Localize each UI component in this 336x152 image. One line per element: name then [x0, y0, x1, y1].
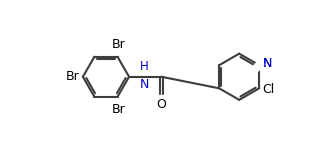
Text: Cl: Cl — [262, 83, 275, 96]
Text: Br: Br — [112, 38, 125, 51]
Text: Br: Br — [66, 70, 80, 83]
Text: Br: Br — [112, 103, 125, 116]
Text: N: N — [262, 57, 271, 70]
Text: N: N — [262, 57, 271, 70]
Text: N: N — [140, 78, 149, 91]
Text: H: H — [140, 60, 149, 73]
Text: O: O — [157, 98, 166, 111]
